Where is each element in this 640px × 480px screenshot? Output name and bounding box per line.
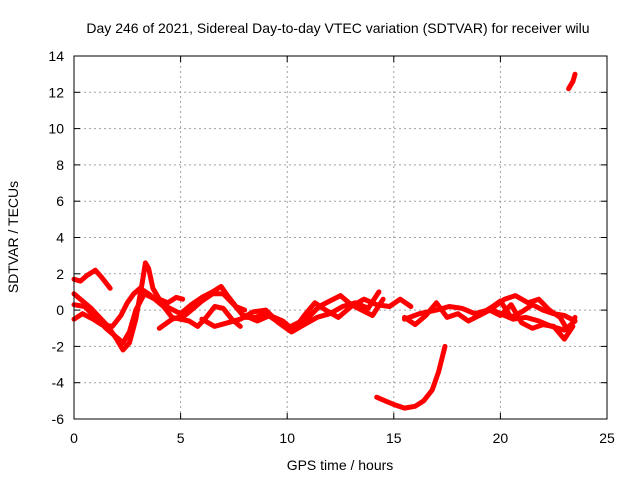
x-tick-label: 5 <box>177 430 185 446</box>
grid-lines <box>74 56 607 419</box>
x-tick-label: 20 <box>493 430 509 446</box>
y-tick-label: 4 <box>56 230 64 246</box>
y-tick-label: 2 <box>56 266 64 282</box>
axis-ticks: 0 5 10 15 20 25 -6 -4 -2 0 2 4 6 8 10 12 14 <box>48 48 615 446</box>
data-series <box>71 71 578 411</box>
series-track-13 <box>566 71 578 92</box>
series-track-1 <box>71 267 113 291</box>
x-tick-label: 25 <box>599 430 615 446</box>
chart-title: Day 246 of 2021, Sidereal Day-to-day VTE… <box>86 20 589 36</box>
plot-frame <box>73 55 608 420</box>
y-tick-label: -6 <box>52 411 65 427</box>
y-tick-label: -2 <box>52 338 65 354</box>
y-tick-label: 10 <box>48 121 64 137</box>
series-track-2 <box>71 260 186 353</box>
y-tick-label: 6 <box>56 193 64 209</box>
series-track-7 <box>242 296 414 333</box>
x-tick-label: 10 <box>279 430 295 446</box>
y-tick-label: -4 <box>52 375 65 391</box>
y-tick-label: 12 <box>48 84 64 100</box>
series-track-12 <box>487 293 578 335</box>
series-track-8 <box>374 343 448 411</box>
x-tick-label: 15 <box>386 430 402 446</box>
x-axis-label: GPS time / hours <box>287 457 394 473</box>
series-track-4 <box>71 291 243 346</box>
y-tick-label: 8 <box>56 157 64 173</box>
y-axis-label: SDTVAR / TECUs <box>5 181 21 293</box>
x-tick-label: 0 <box>70 430 78 446</box>
y-tick-label: 0 <box>56 302 64 318</box>
y-tick-label: 14 <box>48 48 64 64</box>
